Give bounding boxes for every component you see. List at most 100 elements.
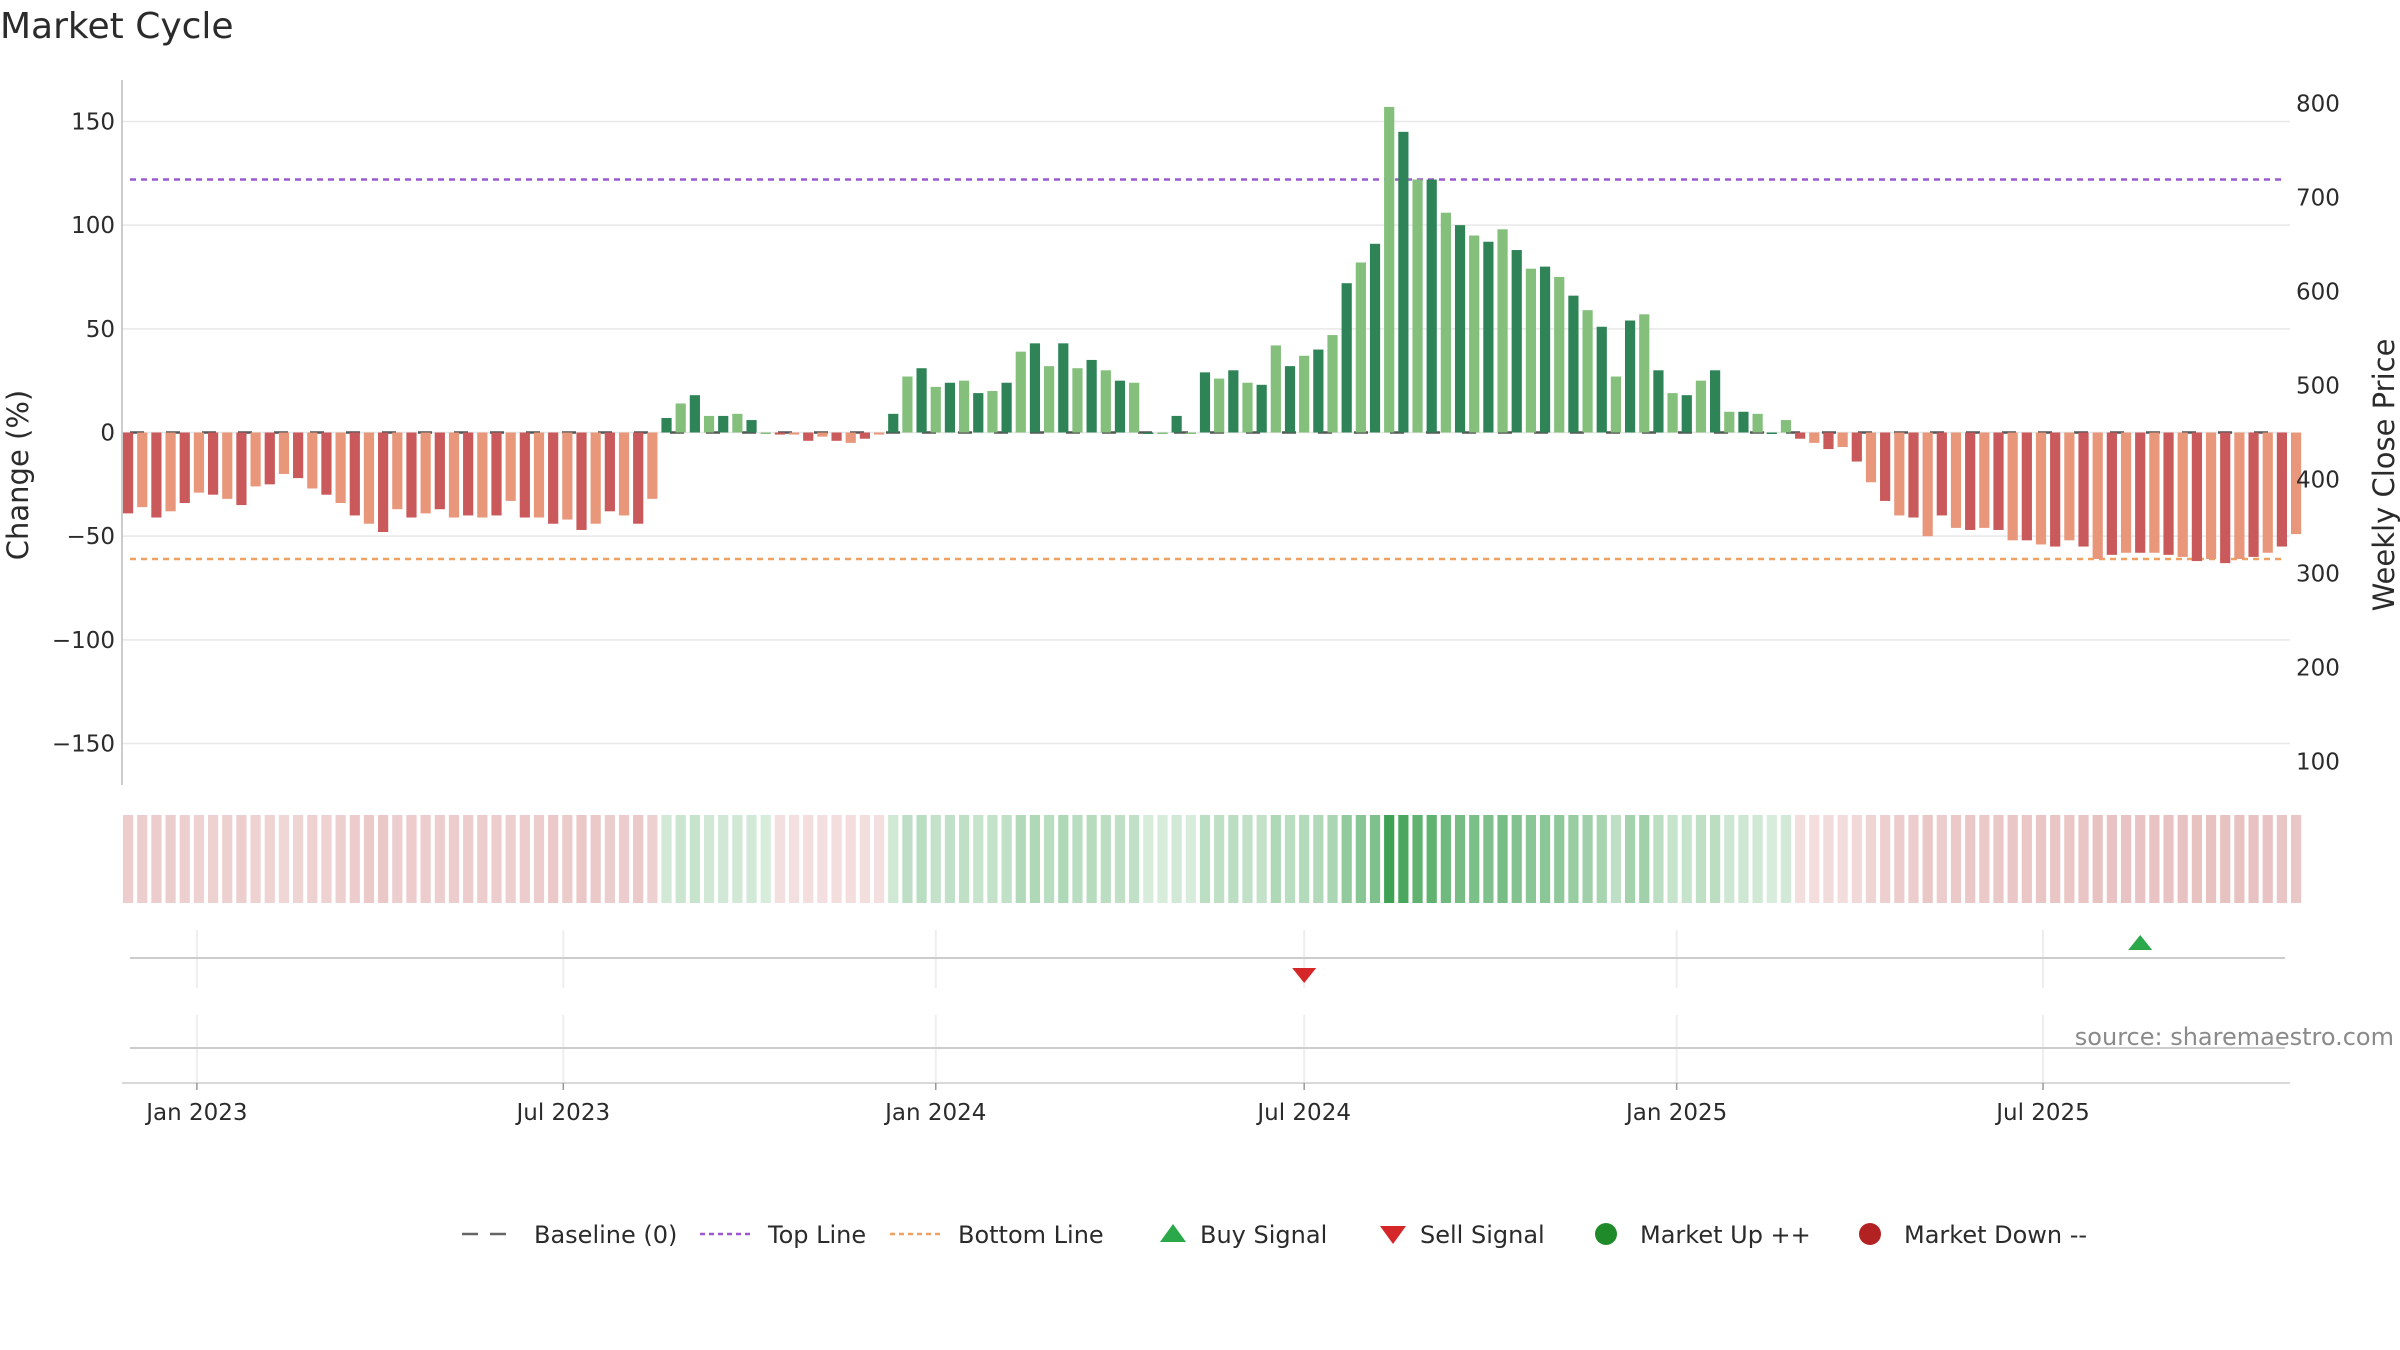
heat-cell — [137, 815, 148, 903]
heat-cell — [1044, 815, 1055, 903]
heat-cell — [718, 815, 729, 903]
heat-cell — [293, 815, 304, 903]
signal-markers — [1292, 935, 2153, 983]
bar — [307, 432, 318, 489]
heat-cell — [2177, 815, 2188, 903]
bar — [1029, 343, 1041, 433]
bar — [1398, 131, 1409, 433]
heat-cell — [2149, 815, 2160, 903]
heat-cell — [1185, 815, 1196, 903]
bar — [1837, 432, 1848, 448]
bar — [1072, 368, 1083, 433]
bar — [1483, 241, 1494, 433]
heat-cell — [1454, 815, 1466, 903]
heat-cell — [519, 815, 530, 903]
heat-cell — [307, 815, 318, 903]
heat-cell — [1667, 815, 1678, 903]
bar — [944, 382, 956, 433]
heat-cell — [1568, 815, 1579, 903]
heat-cell — [1965, 815, 1976, 903]
heat-cell — [448, 815, 460, 903]
bar — [562, 432, 573, 520]
legend: Baseline (0) Top Line Bottom Line Buy Signa… — [462, 1221, 2087, 1249]
heat-cell — [1072, 815, 1083, 903]
heat-cell — [732, 815, 743, 903]
bar — [349, 432, 360, 516]
bar — [2205, 432, 2217, 559]
heat-cell — [944, 815, 956, 903]
chart-title: Market Cycle — [0, 6, 234, 47]
heat-cell — [392, 815, 403, 903]
legend-buy-icon — [1160, 1224, 1186, 1242]
bar — [335, 432, 346, 503]
heat-cell — [902, 815, 913, 903]
heat-cell — [491, 815, 502, 903]
heat-cell — [2234, 815, 2245, 903]
y2-tick-label: 600 — [2296, 280, 2340, 306]
bar — [1086, 359, 1097, 433]
bar — [193, 432, 205, 493]
bar — [151, 432, 162, 518]
heat-cell — [193, 815, 205, 903]
y2-axis-ticks: 800 700 600 500 400 300 200 100 — [2296, 92, 2340, 776]
bar — [420, 432, 431, 514]
heat-cell — [803, 815, 814, 903]
bar — [973, 393, 984, 433]
bar — [1270, 345, 1281, 433]
bar — [1582, 310, 1593, 433]
bar — [1780, 420, 1792, 433]
heat-cell — [2248, 815, 2259, 903]
bar — [2064, 432, 2075, 541]
heat-cell — [1001, 815, 1012, 903]
bar — [647, 432, 658, 499]
bar — [207, 432, 219, 495]
y-tick-label: −150 — [52, 732, 115, 758]
heat-cell — [1398, 815, 1409, 903]
bar — [888, 413, 899, 433]
heat-cell — [222, 815, 233, 903]
heat-cell — [548, 815, 559, 903]
bar — [1015, 351, 1026, 433]
bar — [1681, 395, 1692, 433]
heat-cell — [1894, 815, 1905, 903]
heat-cell — [1865, 815, 1877, 903]
heat-cell — [562, 815, 573, 903]
bar — [1511, 250, 1522, 433]
heat-cell — [1596, 815, 1607, 903]
legend-label: Buy Signal — [1200, 1221, 1327, 1249]
bar — [1044, 366, 1055, 433]
bar — [675, 403, 686, 433]
bar — [732, 413, 743, 433]
bar — [590, 432, 601, 524]
x-tick-label: Jul 2025 — [1994, 1100, 2090, 1126]
bar — [916, 368, 927, 433]
bar — [817, 432, 828, 437]
heat-cell — [1922, 815, 1933, 903]
heat-cell — [1058, 815, 1069, 903]
bar — [1766, 432, 1777, 434]
x-axis-ticks: Jan 2023 Jul 2023 Jan 2024 Jul 2024 Jan 2025… — [144, 1083, 2090, 1126]
bar — [930, 386, 941, 433]
bar — [463, 432, 474, 516]
heat-cell — [1256, 815, 1267, 903]
heat-cell — [2276, 815, 2288, 903]
bar — [293, 432, 304, 479]
bar — [1284, 366, 1296, 433]
bar — [2078, 432, 2089, 547]
heat-cell — [958, 815, 970, 903]
heat-cell — [1554, 815, 1565, 903]
bar — [604, 432, 615, 512]
legend-label: Baseline (0) — [534, 1221, 677, 1249]
bar — [1950, 432, 1962, 528]
heat-cell — [703, 815, 715, 903]
heat-cell — [1837, 815, 1848, 903]
bar — [845, 432, 856, 443]
bar — [2163, 432, 2174, 555]
heat-cell — [689, 815, 700, 903]
heat-cell — [1284, 815, 1296, 903]
bar — [746, 420, 757, 433]
heat-cell — [321, 815, 332, 903]
heat-cell — [2163, 815, 2174, 903]
heat-cell — [406, 815, 417, 903]
